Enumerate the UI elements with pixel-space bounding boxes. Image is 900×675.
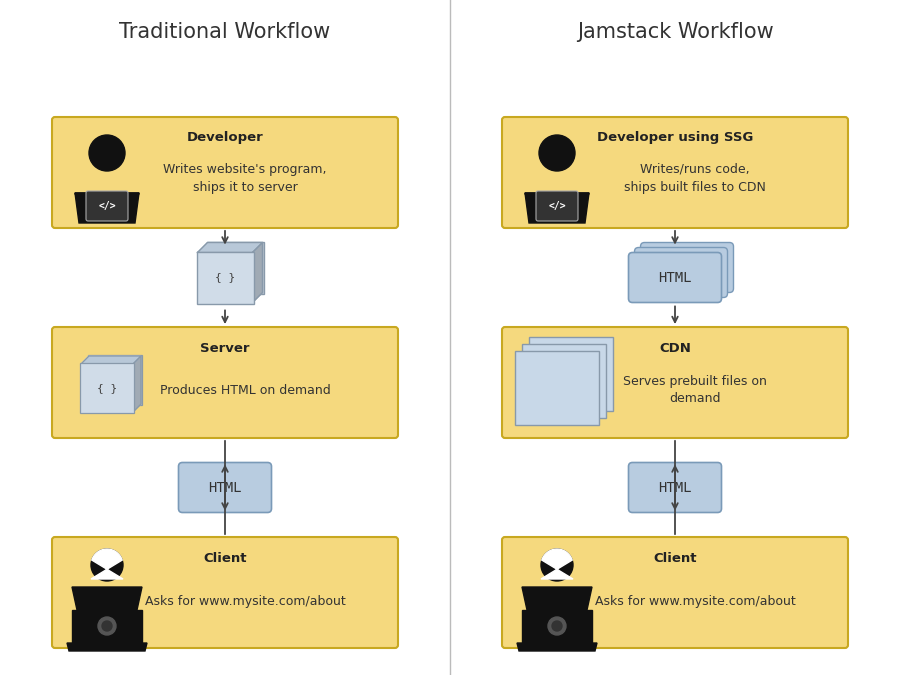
FancyBboxPatch shape <box>536 191 578 221</box>
Polygon shape <box>72 587 142 610</box>
Circle shape <box>89 135 125 171</box>
Polygon shape <box>253 242 263 302</box>
Text: { }: { } <box>215 273 235 283</box>
Polygon shape <box>197 242 263 252</box>
Circle shape <box>91 549 123 581</box>
Text: Serves prebuilt files on
demand: Serves prebuilt files on demand <box>623 375 767 406</box>
Text: Developer using SSG: Developer using SSG <box>597 132 753 144</box>
Polygon shape <box>67 643 147 651</box>
Text: Asks for www.mysite.com/about: Asks for www.mysite.com/about <box>595 595 796 608</box>
FancyBboxPatch shape <box>515 351 599 425</box>
Text: Client: Client <box>203 551 247 564</box>
FancyBboxPatch shape <box>502 117 848 228</box>
FancyBboxPatch shape <box>628 462 722 512</box>
Polygon shape <box>525 193 589 203</box>
Text: </>: </> <box>548 201 566 211</box>
Text: </>: </> <box>98 201 116 211</box>
Text: Client: Client <box>653 551 697 564</box>
Polygon shape <box>525 193 589 223</box>
Circle shape <box>98 617 116 635</box>
FancyBboxPatch shape <box>52 117 398 228</box>
Polygon shape <box>522 610 592 643</box>
Text: HTML: HTML <box>658 271 692 284</box>
Text: Writes/runs code,
ships built files to CDN: Writes/runs code, ships built files to C… <box>624 163 766 194</box>
Text: Server: Server <box>200 342 250 354</box>
Polygon shape <box>75 193 139 203</box>
FancyBboxPatch shape <box>196 252 254 304</box>
Polygon shape <box>541 549 573 579</box>
Polygon shape <box>75 193 139 223</box>
Text: HTML: HTML <box>208 481 242 495</box>
Circle shape <box>539 135 575 171</box>
FancyBboxPatch shape <box>178 462 272 512</box>
Polygon shape <box>133 356 141 412</box>
FancyBboxPatch shape <box>52 327 398 438</box>
Text: Asks for www.mysite.com/about: Asks for www.mysite.com/about <box>145 595 346 608</box>
Polygon shape <box>522 587 592 610</box>
FancyBboxPatch shape <box>628 252 722 302</box>
Text: Traditional Workflow: Traditional Workflow <box>120 22 330 42</box>
FancyBboxPatch shape <box>502 327 848 438</box>
FancyBboxPatch shape <box>206 242 264 294</box>
Text: HTML: HTML <box>658 481 692 495</box>
Text: { }: { } <box>97 383 117 393</box>
FancyBboxPatch shape <box>52 537 398 648</box>
Circle shape <box>102 621 112 631</box>
Text: CDN: CDN <box>659 342 691 354</box>
Polygon shape <box>81 356 141 364</box>
Text: Writes website's program,
ships it to server: Writes website's program, ships it to se… <box>163 163 327 194</box>
Text: Jamstack Workflow: Jamstack Workflow <box>577 22 773 42</box>
FancyBboxPatch shape <box>529 337 613 411</box>
FancyBboxPatch shape <box>80 363 134 413</box>
Circle shape <box>548 617 566 635</box>
Polygon shape <box>91 549 123 579</box>
Circle shape <box>541 549 573 581</box>
Text: Developer: Developer <box>186 132 264 144</box>
FancyBboxPatch shape <box>86 191 128 221</box>
FancyBboxPatch shape <box>502 537 848 648</box>
FancyBboxPatch shape <box>522 344 606 418</box>
FancyBboxPatch shape <box>634 248 727 298</box>
FancyBboxPatch shape <box>641 242 734 292</box>
Circle shape <box>552 621 562 631</box>
Text: Produces HTML on demand: Produces HTML on demand <box>159 383 330 396</box>
FancyBboxPatch shape <box>88 355 142 405</box>
Polygon shape <box>72 610 142 643</box>
Polygon shape <box>517 643 597 651</box>
